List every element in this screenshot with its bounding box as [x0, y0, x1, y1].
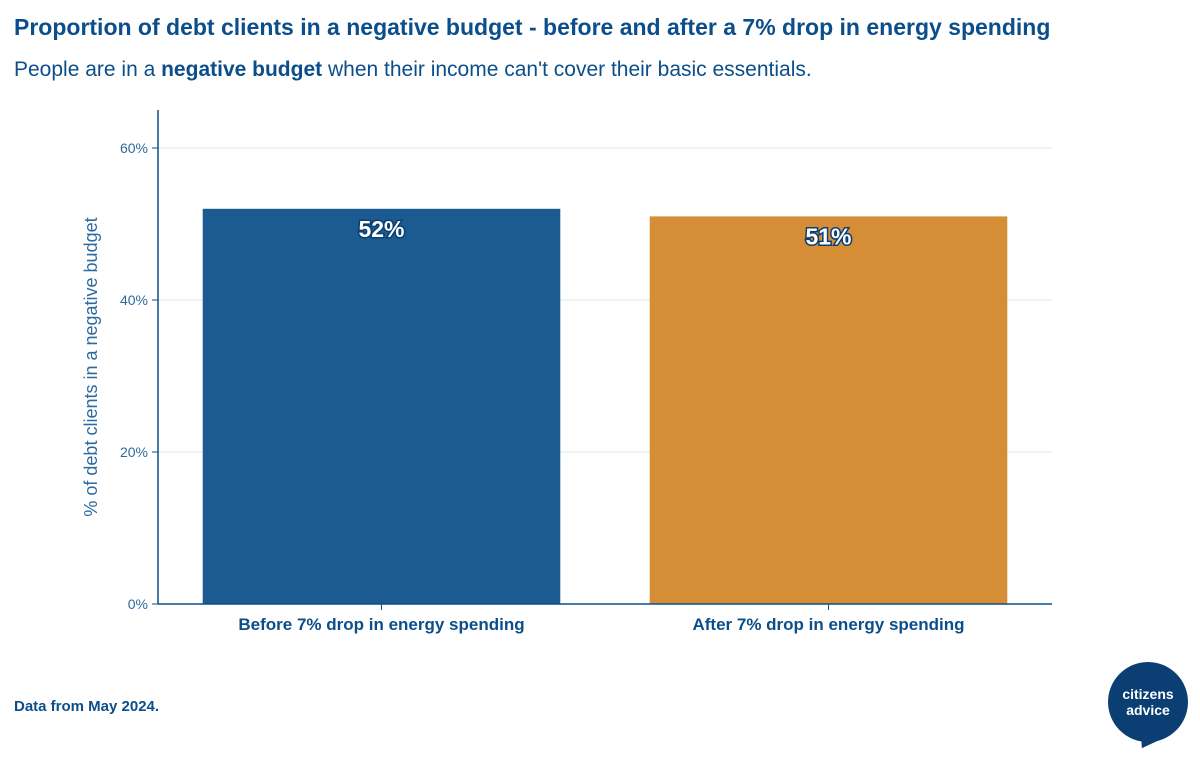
- y-axis-title: % of debt clients in a negative budget: [81, 217, 101, 516]
- y-tick-label: 0%: [128, 596, 148, 612]
- bar-data-label: 52%: [358, 216, 404, 242]
- y-tick-label: 40%: [120, 292, 148, 308]
- bar: [649, 216, 1008, 604]
- citizens-advice-logo: citizens advice: [1108, 662, 1188, 742]
- bar-data-label: 51%: [805, 223, 851, 249]
- data-source-note: Data from May 2024.: [14, 698, 160, 715]
- bar: [202, 208, 561, 605]
- chart-subtitle: People are in a negative budget when the…: [14, 58, 812, 82]
- y-tick-label: 20%: [120, 444, 148, 460]
- chart-title: Proportion of debt clients in a negative…: [14, 14, 1051, 40]
- logo-line-2: advice: [1126, 702, 1170, 718]
- y-tick-label: 60%: [120, 140, 148, 156]
- logo-line-1: citizens: [1122, 686, 1174, 702]
- subtitle-bold-term: negative budget: [161, 58, 323, 81]
- subtitle-text-before: People are in a: [14, 58, 162, 81]
- subtitle-text-after: when their income can't cover their basi…: [322, 58, 812, 81]
- x-category-label: Before 7% drop in energy spending: [238, 615, 524, 634]
- x-category-label: After 7% drop in energy spending: [692, 615, 964, 634]
